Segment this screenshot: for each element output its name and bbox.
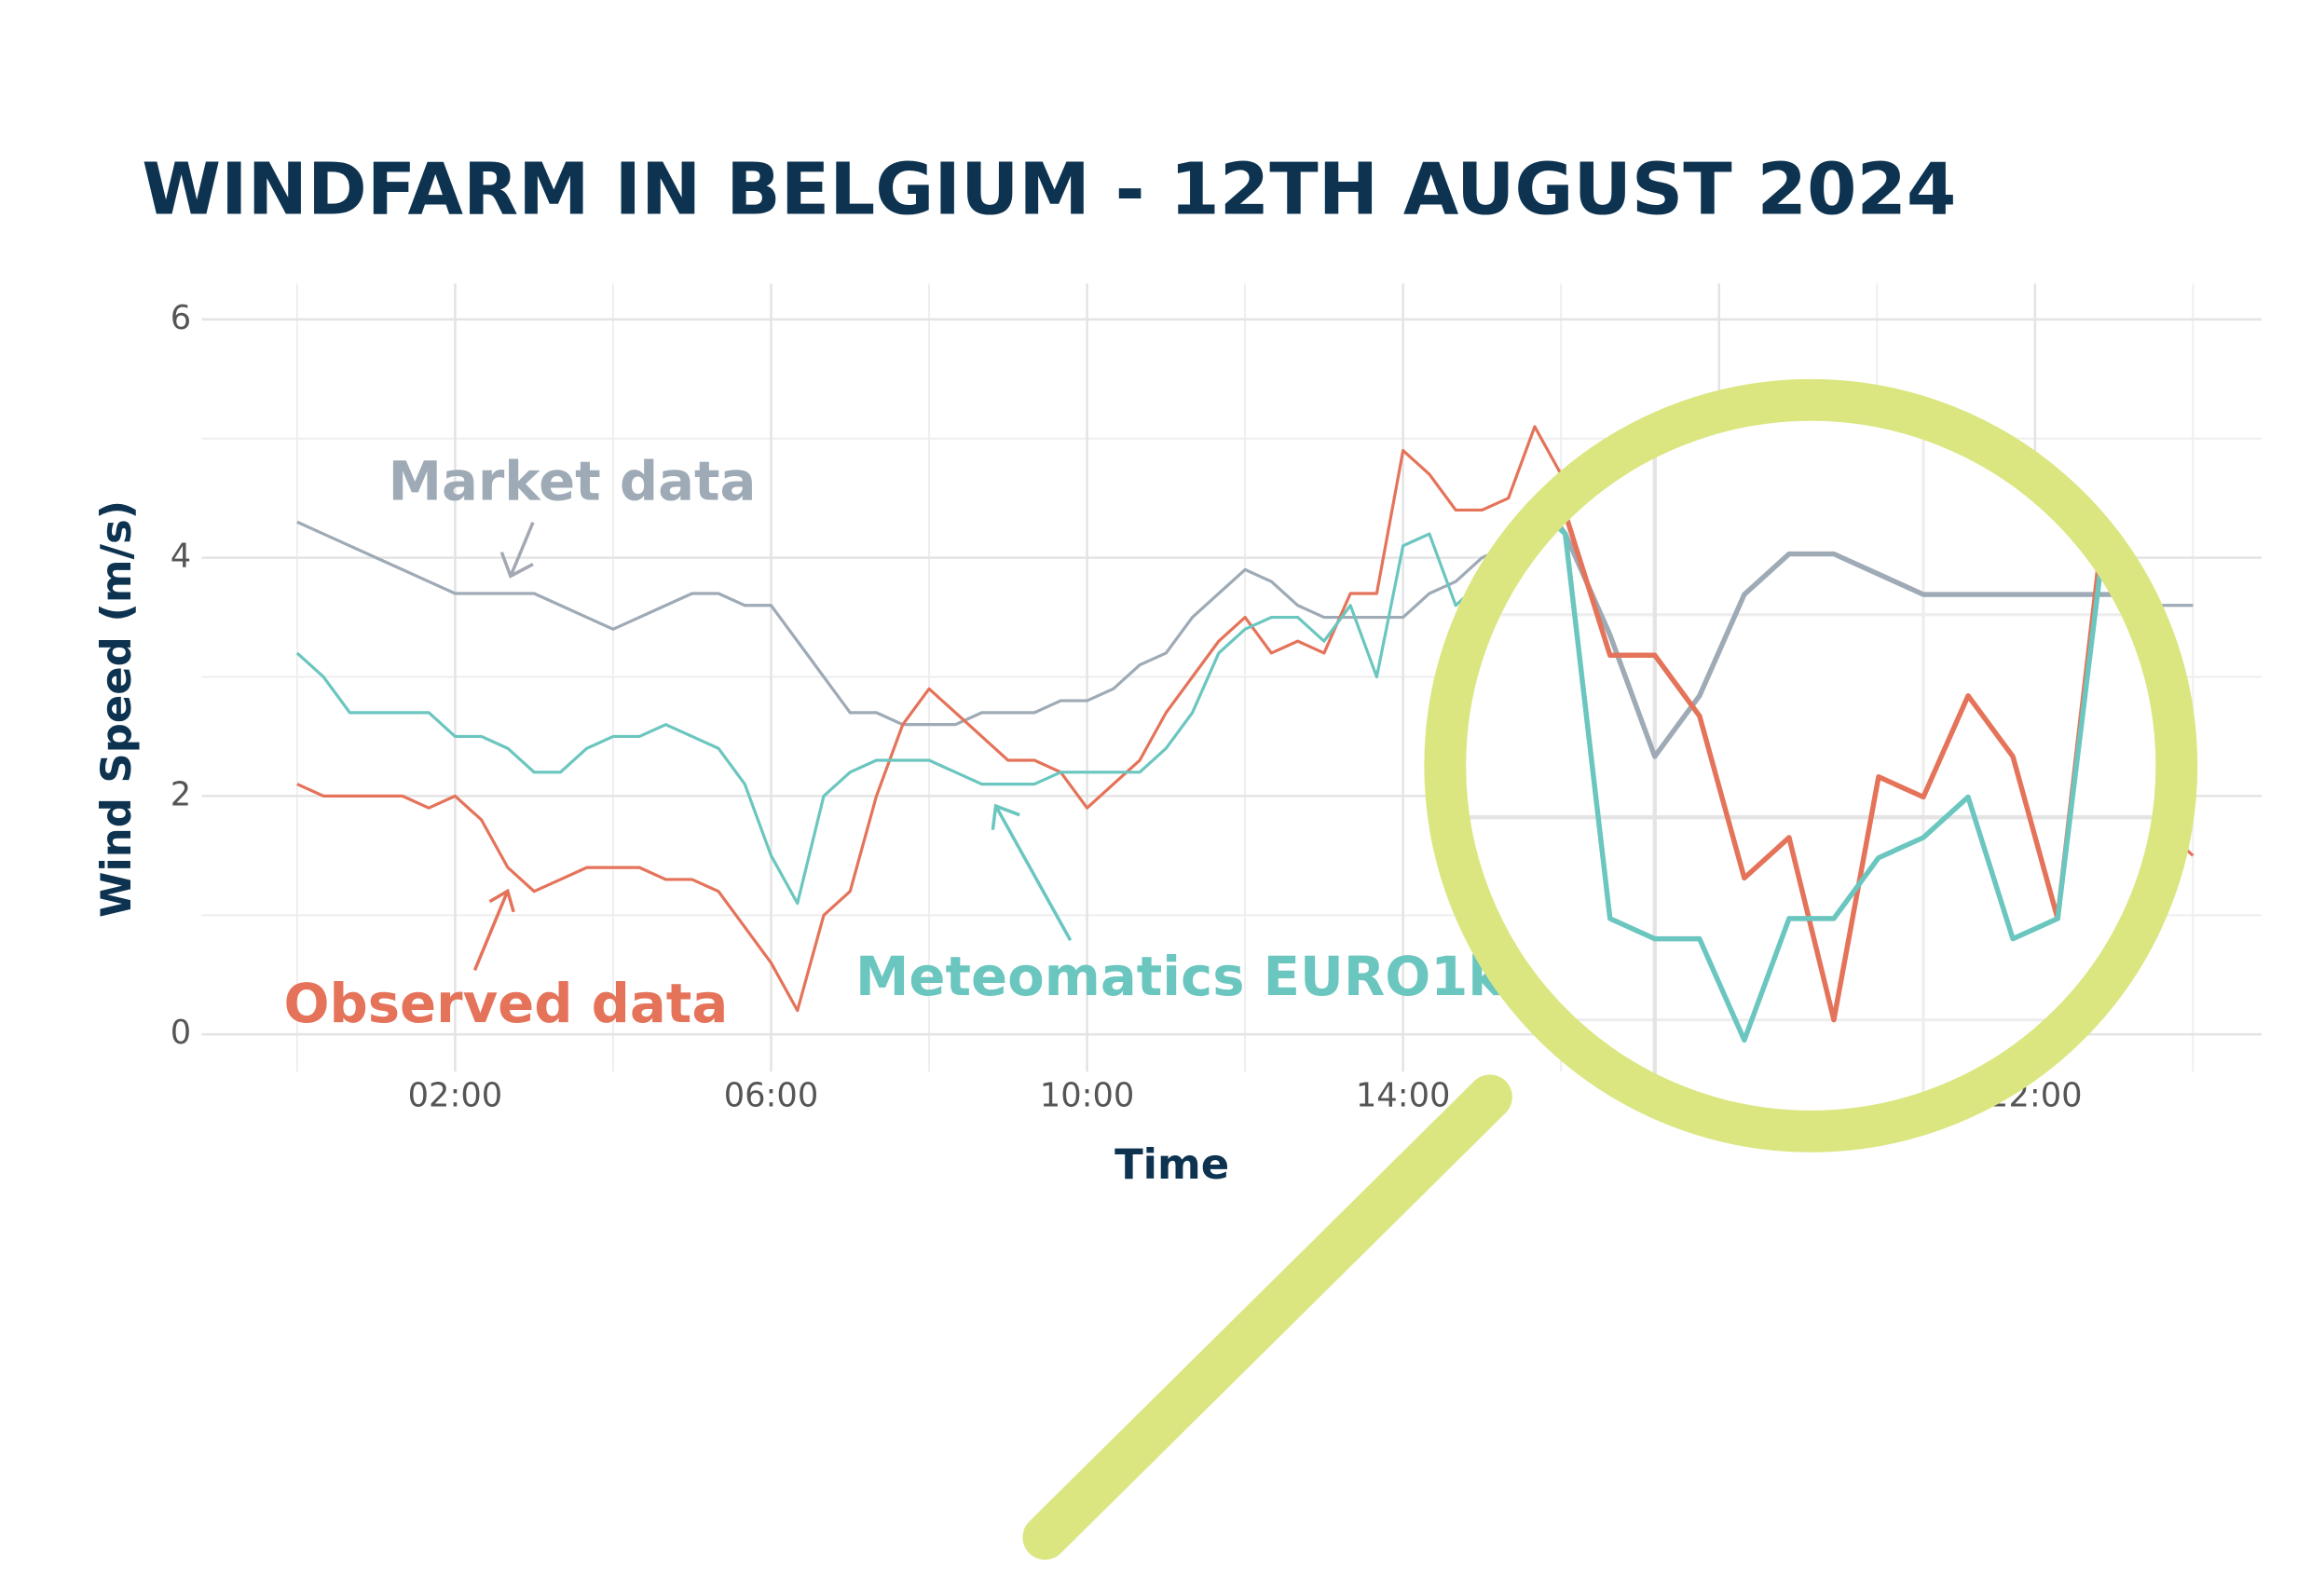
magnifier: [1022, 378, 2198, 1561]
x-axis-title: Time: [1114, 1139, 1229, 1189]
y-tick-label: 2: [171, 775, 191, 813]
y-tick-label: 0: [171, 1014, 191, 1052]
chart-title: WINDFARM IN BELGIUM - 12TH AUGUST 2024: [142, 148, 1956, 231]
lens-ring: [1424, 378, 2198, 1153]
y-tick-label: 4: [171, 538, 191, 576]
arrow: [991, 803, 1073, 942]
annotations: [472, 522, 1073, 971]
series-label: Meteomatics EURO1k: [855, 945, 1505, 1008]
series-label: Market data: [389, 449, 757, 512]
x-tick-label: 10:00: [1040, 1076, 1135, 1114]
arrow: [472, 888, 515, 971]
x-tick-label: 02:00: [408, 1076, 503, 1114]
arrow: [499, 522, 535, 579]
series-label: Observed data: [283, 972, 728, 1035]
x-tick-label: 06:00: [724, 1076, 819, 1114]
x-tick-label: 14:00: [1356, 1076, 1451, 1114]
lens-handle: [1022, 1074, 1512, 1561]
lens-background: [1444, 400, 2177, 1132]
y-axis-title: Wind Speed (m/s): [91, 500, 141, 918]
y-tick-label: 6: [171, 299, 191, 337]
